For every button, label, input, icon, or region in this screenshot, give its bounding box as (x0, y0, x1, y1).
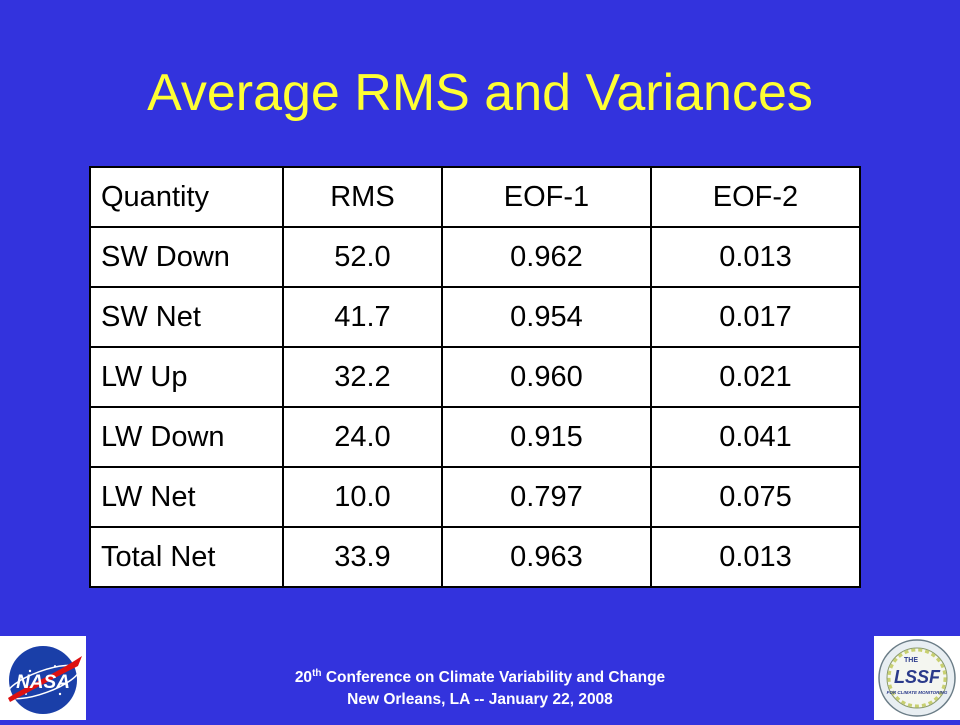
lssf-logo-text: LSSF (894, 667, 941, 687)
cell-quantity: LW Down (89, 406, 284, 468)
cell-eof1: 0.960 (440, 346, 652, 408)
cell-rms: 33.9 (282, 526, 443, 588)
cell-eof2: 0.041 (649, 406, 862, 468)
footer-conference-number: 20 (294, 669, 313, 687)
header-rms: RMS (282, 166, 443, 228)
rms-variance-table: Quantity RMS EOF-1 EOF-2 SW Down 52.0 0.… (89, 166, 862, 588)
table-row: SW Down 52.0 0.962 0.013 (89, 226, 862, 288)
cell-rms: 24.0 (282, 406, 443, 468)
cell-eof2: 0.017 (649, 286, 862, 348)
cell-quantity: SW Down (89, 226, 284, 288)
cell-eof1: 0.963 (440, 526, 652, 588)
footer-line-1: 20th Conference on Climate Variability a… (0, 663, 960, 689)
cell-rms: 10.0 (282, 466, 443, 528)
footer-ordinal-suffix: th (312, 668, 322, 679)
table-row: Total Net 33.9 0.963 0.013 (89, 526, 862, 588)
footer-line-2: New Orleans, LA -- January 22, 2008 (347, 691, 613, 709)
lssf-logo: THE LSSF FOR CLIMATE MONITORING (874, 636, 960, 720)
cell-rms: 52.0 (282, 226, 443, 288)
table-row: LW Up 32.2 0.960 0.021 (89, 346, 862, 408)
table-row: LW Down 24.0 0.915 0.041 (89, 406, 862, 468)
cell-eof1: 0.962 (440, 226, 652, 288)
header-eof1: EOF-1 (440, 166, 652, 228)
nasa-logo: NASA (0, 636, 86, 720)
cell-quantity: LW Net (89, 466, 284, 528)
cell-quantity: Total Net (89, 526, 284, 588)
footer-conference-name: Conference on Climate Variability and Ch… (321, 669, 666, 687)
header-quantity: Quantity (89, 166, 284, 228)
cell-eof1: 0.797 (440, 466, 652, 528)
footer: 20th Conference on Climate Variability a… (0, 663, 960, 711)
cell-rms: 41.7 (282, 286, 443, 348)
cell-eof2: 0.013 (649, 526, 862, 588)
lssf-logo-small-text: THE (904, 657, 918, 664)
table-header-row: Quantity RMS EOF-1 EOF-2 (89, 166, 862, 228)
header-eof2: EOF-2 (649, 166, 862, 228)
cell-eof1: 0.954 (440, 286, 652, 348)
cell-eof1: 0.915 (440, 406, 652, 468)
cell-eof2: 0.075 (649, 466, 862, 528)
table-row: SW Net 41.7 0.954 0.017 (89, 286, 862, 348)
slide-title: Average RMS and Variances (147, 64, 813, 122)
cell-quantity: SW Net (89, 286, 284, 348)
lssf-logo-caption: FOR CLIMATE MONITORING (887, 690, 948, 695)
nasa-logo-text: NASA (16, 672, 70, 693)
cell-eof2: 0.021 (649, 346, 862, 408)
cell-quantity: LW Up (89, 346, 284, 408)
cell-eof2: 0.013 (649, 226, 862, 288)
table-row: LW Net 10.0 0.797 0.075 (89, 466, 862, 528)
cell-rms: 32.2 (282, 346, 443, 408)
